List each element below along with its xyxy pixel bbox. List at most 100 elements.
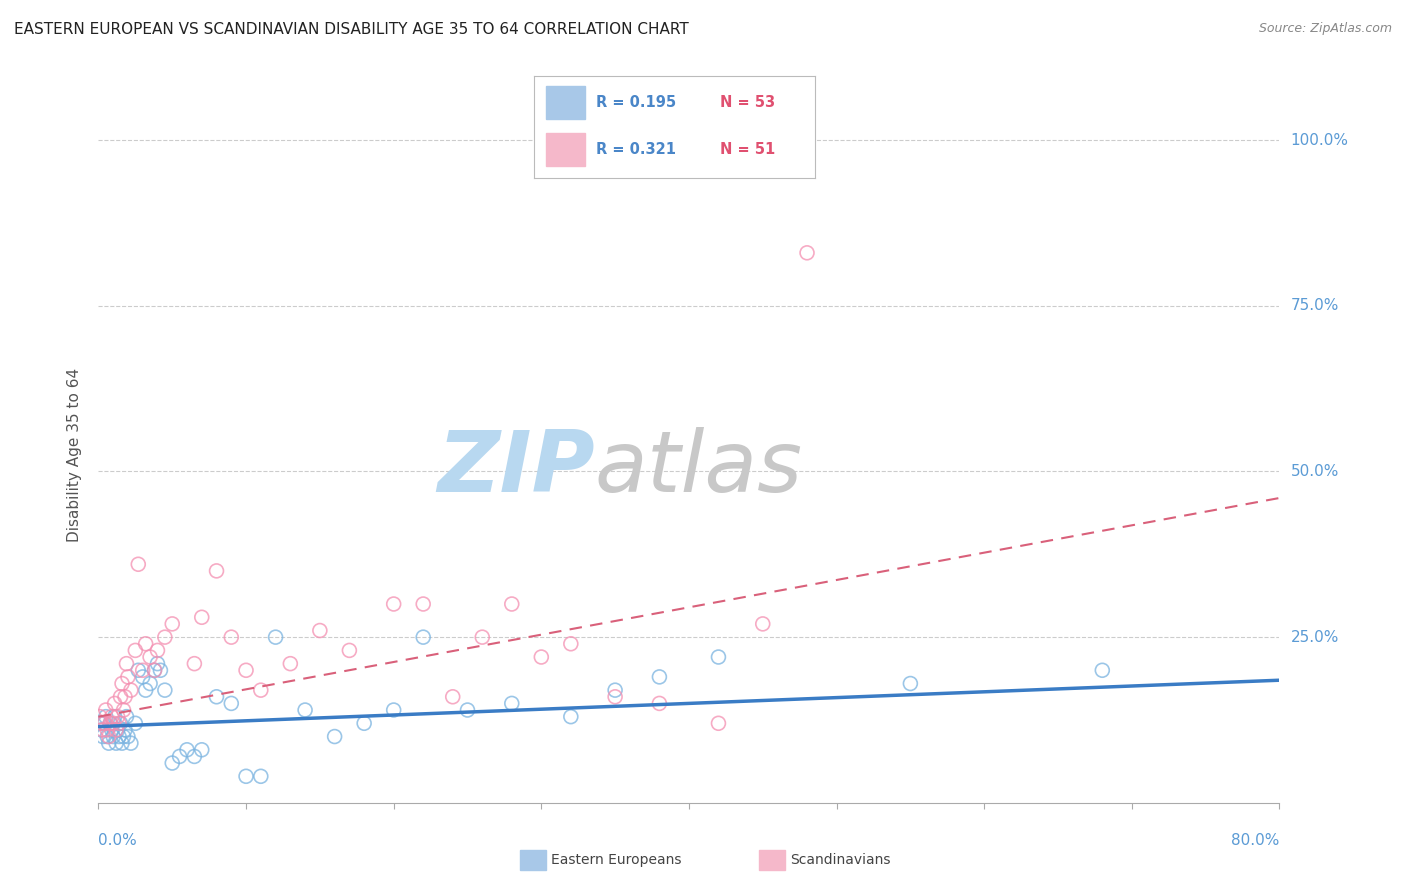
Point — [162, 616, 183, 631]
Point — [1091, 663, 1114, 677]
Point — [91, 730, 114, 744]
Point — [100, 723, 122, 737]
Point — [707, 716, 730, 731]
Text: R = 0.195: R = 0.195 — [596, 95, 676, 110]
Point — [205, 690, 228, 704]
Point — [219, 697, 242, 711]
Point — [501, 597, 523, 611]
Point — [149, 663, 172, 677]
Point — [605, 690, 627, 704]
Point — [90, 716, 112, 731]
Point — [796, 245, 818, 260]
Point — [97, 736, 120, 750]
Point — [707, 650, 730, 665]
Point — [382, 703, 405, 717]
Point — [191, 610, 214, 624]
Point — [111, 676, 134, 690]
Text: 0.0%: 0.0% — [98, 833, 138, 848]
Point — [191, 743, 214, 757]
Point — [648, 697, 671, 711]
Point — [412, 597, 434, 611]
Point — [176, 743, 198, 757]
Point — [139, 676, 162, 690]
Point — [560, 637, 582, 651]
Point — [353, 716, 375, 731]
Point — [124, 716, 146, 731]
Point — [309, 624, 332, 638]
Point — [96, 730, 118, 744]
Text: Eastern Europeans: Eastern Europeans — [551, 853, 682, 867]
Point — [441, 690, 464, 704]
Point — [89, 709, 111, 723]
Point — [107, 723, 129, 737]
Point — [169, 749, 191, 764]
Point — [93, 716, 115, 731]
Point — [132, 670, 155, 684]
Point — [143, 663, 166, 677]
Text: 100.0%: 100.0% — [1291, 133, 1348, 148]
Point — [900, 676, 922, 690]
Point — [135, 637, 157, 651]
Point — [117, 730, 139, 744]
Point — [124, 643, 146, 657]
Y-axis label: Disability Age 35 to 64: Disability Age 35 to 64 — [67, 368, 83, 542]
Point — [104, 709, 127, 723]
Point — [108, 730, 131, 744]
Bar — [546, 87, 585, 119]
Point — [205, 564, 228, 578]
Point — [117, 670, 139, 684]
Text: N = 51: N = 51 — [720, 142, 775, 157]
Point — [235, 769, 257, 783]
Text: atlas: atlas — [595, 427, 803, 510]
Point — [94, 709, 117, 723]
Point — [127, 663, 149, 677]
Point — [382, 597, 405, 611]
Point — [219, 630, 242, 644]
Point — [278, 657, 302, 671]
Point — [135, 683, 157, 698]
Point — [104, 697, 127, 711]
Point — [100, 709, 122, 723]
Point — [183, 657, 205, 671]
Point — [648, 670, 671, 684]
Bar — [546, 133, 585, 166]
Point — [105, 736, 128, 750]
Point — [103, 716, 125, 731]
Point — [235, 663, 257, 677]
Point — [110, 690, 132, 704]
Text: R = 0.321: R = 0.321 — [596, 142, 676, 157]
Point — [127, 558, 149, 572]
Point — [112, 730, 135, 744]
Point — [146, 657, 169, 671]
Point — [105, 723, 128, 737]
Point — [323, 730, 346, 744]
Point — [120, 736, 142, 750]
Text: 80.0%: 80.0% — [1232, 833, 1279, 848]
Point — [471, 630, 494, 644]
Point — [412, 630, 434, 644]
Point — [110, 716, 132, 731]
Point — [250, 769, 273, 783]
Point — [146, 643, 169, 657]
Point — [139, 650, 162, 665]
Point — [120, 683, 142, 698]
Point — [98, 716, 121, 731]
Point — [115, 657, 138, 671]
Point — [501, 697, 523, 711]
Point — [264, 630, 287, 644]
Point — [112, 703, 135, 717]
Text: 50.0%: 50.0% — [1291, 464, 1339, 479]
Point — [114, 690, 136, 704]
Point — [115, 709, 138, 723]
Point — [108, 716, 131, 731]
Point — [153, 630, 176, 644]
Point — [337, 643, 360, 657]
Point — [183, 749, 205, 764]
Text: 75.0%: 75.0% — [1291, 298, 1339, 313]
Point — [751, 616, 773, 631]
Point — [107, 709, 129, 723]
Point — [153, 683, 176, 698]
Point — [605, 683, 627, 698]
Point — [97, 730, 120, 744]
Point — [91, 723, 114, 737]
